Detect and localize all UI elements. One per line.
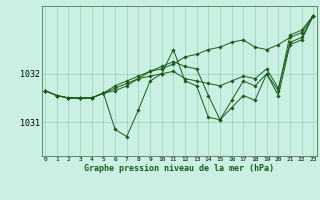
X-axis label: Graphe pression niveau de la mer (hPa): Graphe pression niveau de la mer (hPa) bbox=[84, 164, 274, 173]
